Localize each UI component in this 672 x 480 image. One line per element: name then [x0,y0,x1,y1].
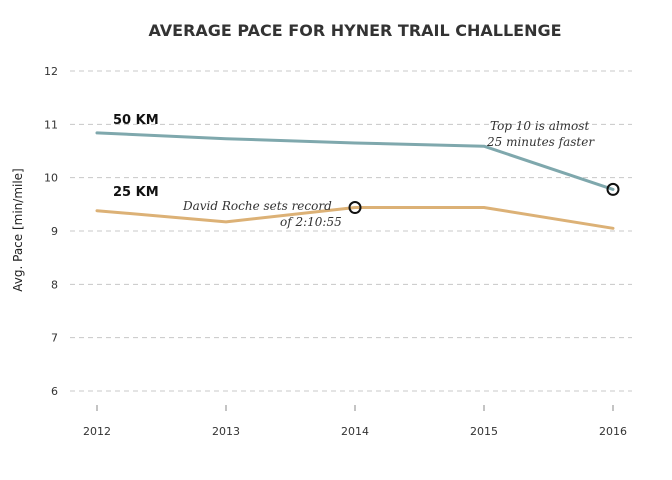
highlight-marker [348,201,362,215]
chart-title: AVERAGE PACE FOR HYNER TRAIL CHALLENGE [148,21,561,40]
highlight-marker [606,182,620,196]
y-tick-labels: 6 7 8 9 10 11 12 [44,65,58,398]
y-tick-label: 7 [51,332,58,345]
series-line-25km [95,206,615,230]
series-line-50km [95,131,615,191]
x-tick-labels: 2012 2013 2014 2015 2016 [83,405,627,438]
annotation-record-line-1: David Roche sets record [182,199,332,213]
gridlines [70,70,632,392]
annotation-top10-line-1: Top 10 is almost [490,119,589,133]
x-tick-label: 2016 [599,425,627,438]
annotation-record: David Roche sets record of 2:10:55 [182,199,342,229]
x-tick-label: 2013 [212,425,240,438]
y-tick-label: 11 [44,118,58,131]
y-axis-label: Avg. Pace [min/mile] [11,168,25,291]
series-label-25km: 25 KM [113,185,159,200]
point-markers [348,182,620,215]
y-tick-label: 6 [51,385,58,398]
x-tick-label: 2014 [341,425,369,438]
annotation-record-line-2: of 2:10:55 [280,215,342,229]
x-tick-label: 2015 [470,425,498,438]
series-label-50km: 50 KM [113,113,159,128]
y-tick-label: 12 [44,65,58,78]
y-tick-label: 8 [51,278,58,291]
annotation-top10-line-2: 25 minutes faster [486,135,595,149]
series-lines [95,131,615,230]
annotation-top10: Top 10 is almost 25 minutes faster [486,119,595,149]
y-tick-label: 10 [44,172,58,185]
y-tick-label: 9 [51,225,58,238]
x-tick-label: 2012 [83,425,111,438]
